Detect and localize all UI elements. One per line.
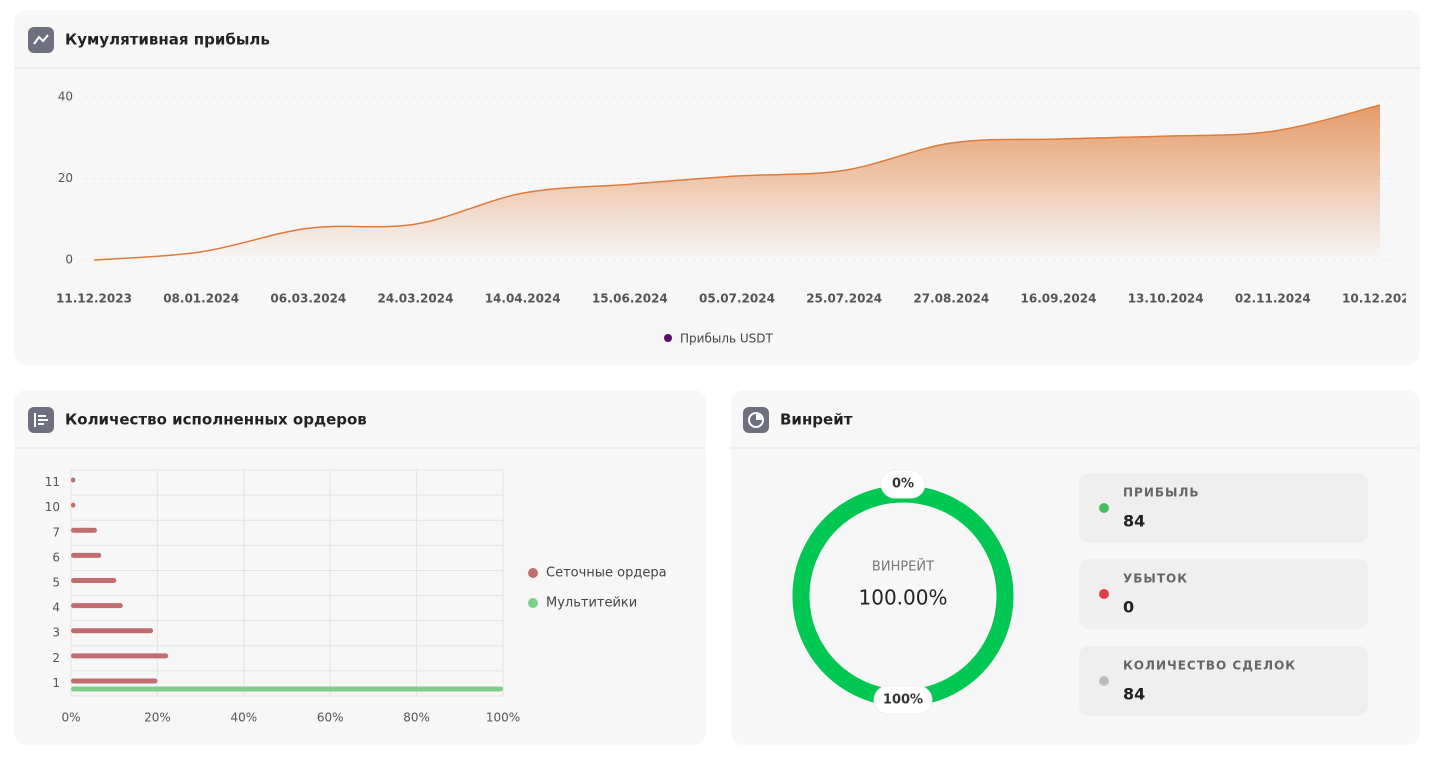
y-tick-label: 10 bbox=[45, 500, 60, 514]
stat-label: ПРИБЫЛЬ bbox=[1123, 486, 1200, 500]
stat-value: 84 bbox=[1123, 512, 1145, 531]
bar bbox=[71, 678, 158, 684]
y-tick-label: 11 bbox=[45, 475, 60, 489]
legend-label: Прибыль USDT bbox=[680, 332, 774, 346]
x-tick-label: 80% bbox=[403, 711, 430, 725]
x-tick-label: 11.12.2023 bbox=[56, 292, 132, 306]
x-tick-label: 0% bbox=[61, 711, 80, 725]
y-tick-label: 4 bbox=[52, 601, 60, 615]
bar bbox=[71, 527, 97, 533]
x-tick-label: 08.01.2024 bbox=[163, 292, 239, 306]
panel bbox=[14, 390, 706, 745]
y-tick-label: 6 bbox=[52, 550, 60, 564]
y-tick-label: 0 bbox=[65, 253, 73, 267]
y-tick-label: 7 bbox=[52, 525, 60, 539]
area-fill bbox=[94, 105, 1380, 261]
bar bbox=[71, 578, 117, 583]
y-tick-label: 3 bbox=[52, 626, 60, 640]
x-tick-label: 16.09.2024 bbox=[1021, 292, 1097, 306]
bar bbox=[71, 552, 102, 558]
x-tick-label: 100% bbox=[486, 711, 520, 725]
stat-dot bbox=[1099, 676, 1109, 686]
icon bbox=[743, 407, 769, 433]
line bbox=[93, 104, 1381, 261]
x-tick-label: 27.08.2024 bbox=[913, 292, 989, 306]
tick-pill bbox=[873, 685, 933, 715]
bar bbox=[71, 653, 169, 659]
x-tick-label: 25.07.2024 bbox=[806, 292, 882, 306]
bar bbox=[71, 502, 76, 508]
stat-card bbox=[1079, 473, 1368, 543]
icon bbox=[28, 407, 54, 433]
x-tick-label: 24.03.2024 bbox=[378, 292, 454, 306]
bar bbox=[71, 628, 154, 634]
x-tick-label: 40% bbox=[230, 711, 257, 725]
legend-label: Мультитейки bbox=[546, 596, 637, 611]
y-tick-label: 2 bbox=[52, 651, 60, 665]
x-tick-label: 60% bbox=[317, 711, 344, 725]
x-tick-label: 15.06.2024 bbox=[592, 292, 668, 306]
tick-pill bbox=[880, 469, 926, 499]
y-tick-label: 20 bbox=[58, 171, 73, 185]
x-tick-label: 10.12.2024 bbox=[1342, 292, 1418, 306]
y-tick-label: 40 bbox=[58, 90, 73, 104]
y-tick-label: 1 bbox=[52, 676, 60, 690]
bar bbox=[71, 603, 123, 609]
stat-value: 0 bbox=[1123, 598, 1134, 617]
panel-title: Винрейт bbox=[780, 411, 853, 429]
x-tick-label: 02.11.2024 bbox=[1235, 292, 1311, 306]
legend-marker bbox=[528, 598, 538, 608]
panel-title: Кумулятивная прибыль bbox=[65, 31, 270, 49]
bar bbox=[71, 477, 76, 483]
tick-label: 0% bbox=[892, 477, 914, 492]
legend-marker bbox=[664, 334, 672, 342]
legend-marker bbox=[528, 568, 538, 578]
tick-label: 100% bbox=[883, 693, 923, 708]
icon bbox=[28, 27, 54, 53]
stat-dot bbox=[1099, 503, 1109, 513]
x-tick-label: 14.04.2024 bbox=[485, 292, 561, 306]
x-tick-label: 13.10.2024 bbox=[1128, 292, 1204, 306]
center-title: ВИНРЕЙТ bbox=[872, 559, 934, 575]
y-tick-label: 5 bbox=[52, 576, 60, 590]
stat-value: 84 bbox=[1123, 685, 1145, 704]
panel-title: Количество исполненных ордеров bbox=[65, 411, 367, 429]
area-chart: 0 20 40 11.12.2023 08.01.2024 06.03.2024 24.03… bbox=[56, 90, 1418, 306]
x-tick-label: 05.07.2024 bbox=[699, 292, 775, 306]
stat-label: КОЛИЧЕСТВО СДЕЛОК bbox=[1123, 659, 1296, 673]
stat-card bbox=[1079, 559, 1368, 629]
stat-card bbox=[1079, 646, 1368, 716]
stat-dot bbox=[1099, 589, 1109, 599]
stat-label: УБЫТОК bbox=[1123, 572, 1188, 586]
legend-label: Сеточные ордера bbox=[546, 566, 667, 581]
x-tick-label: 06.03.2024 bbox=[270, 292, 346, 306]
x-tick-label: 20% bbox=[144, 711, 171, 725]
bar bbox=[71, 686, 503, 692]
center-value: 100.00% bbox=[859, 586, 948, 610]
